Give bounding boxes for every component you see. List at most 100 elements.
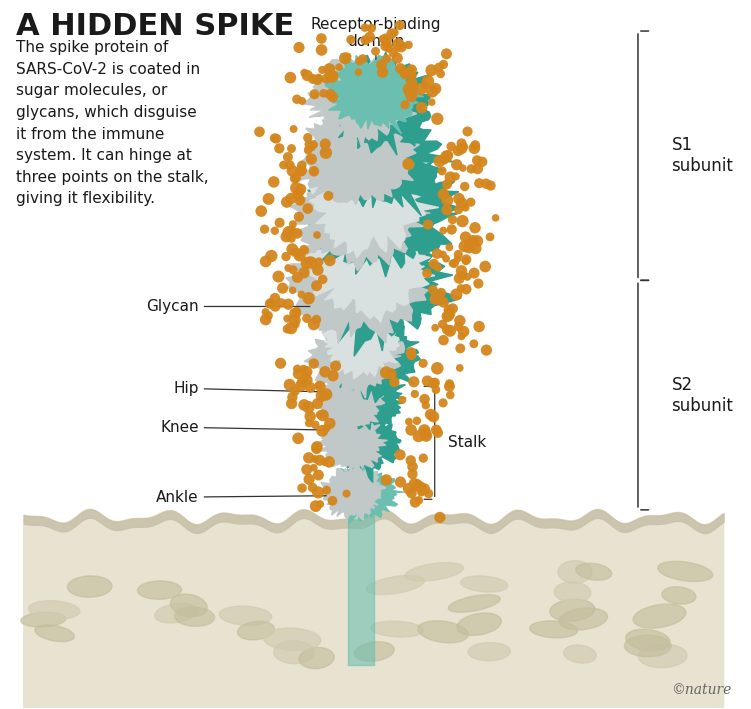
Point [287, 264, 299, 275]
Point [451, 159, 463, 170]
Point [394, 449, 406, 460]
Point [260, 306, 272, 318]
Point [420, 430, 432, 441]
Point [269, 225, 281, 236]
Point [418, 425, 430, 436]
Point [321, 73, 333, 84]
Ellipse shape [418, 621, 468, 643]
Point [300, 366, 312, 377]
Point [394, 20, 406, 31]
Point [405, 454, 417, 466]
Point [302, 144, 314, 155]
Point [460, 255, 472, 267]
Ellipse shape [155, 603, 197, 623]
Point [312, 72, 324, 84]
Point [282, 313, 294, 324]
Point [324, 255, 336, 266]
Point [313, 256, 325, 267]
Point [421, 267, 433, 279]
Point [469, 242, 481, 254]
Point [422, 219, 434, 230]
Ellipse shape [299, 647, 334, 669]
Text: S2
subunit: S2 subunit [671, 376, 734, 415]
Point [297, 363, 309, 374]
Ellipse shape [624, 635, 671, 657]
Point [448, 258, 460, 269]
Point [421, 375, 433, 386]
Point [254, 126, 266, 138]
Point [419, 428, 431, 440]
Point [315, 44, 327, 55]
Point [273, 271, 285, 282]
Point [442, 150, 454, 161]
Point [327, 71, 339, 82]
Point [437, 397, 449, 408]
Point [444, 325, 456, 337]
Point [407, 70, 419, 82]
Polygon shape [24, 509, 724, 708]
Point [392, 39, 404, 50]
Point [457, 162, 469, 174]
Point [291, 172, 303, 184]
Ellipse shape [529, 621, 578, 638]
Point [408, 376, 420, 388]
Text: ©nature: ©nature [671, 683, 731, 697]
Point [326, 70, 338, 82]
Point [434, 512, 446, 523]
Polygon shape [323, 316, 421, 403]
Point [285, 72, 297, 84]
Point [289, 308, 301, 319]
Point [342, 51, 354, 62]
Point [406, 350, 418, 361]
Point [437, 249, 449, 260]
Point [459, 181, 471, 192]
Point [303, 255, 315, 267]
Point [376, 67, 388, 78]
Ellipse shape [137, 581, 182, 599]
Point [354, 55, 366, 67]
Point [298, 67, 310, 79]
Point [438, 59, 450, 70]
Point [441, 179, 453, 190]
Point [319, 457, 331, 468]
Point [294, 165, 306, 177]
Point [454, 315, 466, 326]
Point [293, 211, 305, 223]
Point [303, 452, 315, 464]
Point [300, 464, 312, 475]
Point [308, 319, 320, 330]
Ellipse shape [460, 576, 508, 592]
Point [314, 381, 326, 392]
Point [327, 370, 339, 381]
Point [286, 165, 298, 177]
Point [409, 496, 421, 508]
Point [309, 453, 321, 464]
Point [437, 225, 449, 236]
Point [265, 250, 277, 262]
Point [324, 418, 336, 429]
Ellipse shape [559, 608, 608, 630]
Point [430, 294, 442, 305]
Point [359, 22, 371, 33]
Point [446, 214, 458, 225]
Point [321, 484, 333, 496]
Ellipse shape [219, 606, 272, 625]
Point [298, 267, 310, 279]
Ellipse shape [35, 625, 74, 642]
Point [381, 474, 393, 486]
Point [452, 145, 464, 156]
Point [433, 155, 445, 167]
Polygon shape [321, 466, 386, 520]
Point [418, 452, 430, 464]
Point [314, 498, 326, 510]
Polygon shape [324, 465, 403, 524]
Point [327, 91, 339, 103]
Point [357, 53, 369, 65]
Point [258, 223, 270, 235]
Point [288, 123, 300, 135]
Ellipse shape [448, 595, 500, 613]
Point [281, 323, 293, 335]
Point [406, 461, 418, 472]
Point [339, 52, 351, 64]
Point [285, 143, 297, 154]
